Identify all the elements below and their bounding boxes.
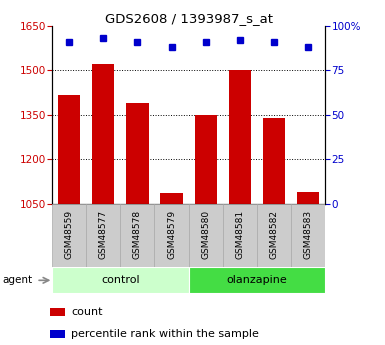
Text: count: count	[71, 307, 102, 317]
Text: GSM48580: GSM48580	[201, 210, 210, 259]
Bar	[291, 204, 325, 267]
Text: GSM48581: GSM48581	[235, 210, 244, 259]
Bar	[195, 115, 217, 204]
Bar	[223, 204, 257, 267]
Text: GSM48577: GSM48577	[99, 210, 108, 259]
Bar	[189, 267, 325, 293]
Bar	[154, 204, 189, 267]
Bar	[189, 204, 223, 267]
Text: control: control	[101, 275, 140, 285]
Bar	[263, 118, 285, 204]
Bar	[126, 103, 149, 204]
Bar	[52, 204, 86, 267]
Text: GSM48578: GSM48578	[133, 210, 142, 259]
Bar	[92, 65, 114, 204]
Bar	[161, 193, 182, 204]
Text: percentile rank within the sample: percentile rank within the sample	[71, 329, 259, 339]
Bar	[120, 204, 154, 267]
Bar	[297, 192, 319, 204]
Text: agent: agent	[2, 275, 32, 285]
Bar	[229, 70, 251, 204]
Text: olanzapine: olanzapine	[227, 275, 287, 285]
Bar	[58, 96, 80, 204]
Bar	[52, 267, 189, 293]
Bar	[86, 204, 120, 267]
Bar	[50, 329, 65, 338]
Text: GSM48582: GSM48582	[270, 210, 279, 259]
Bar	[257, 204, 291, 267]
Text: GSM48559: GSM48559	[65, 210, 74, 259]
Text: GSM48579: GSM48579	[167, 210, 176, 259]
Bar	[50, 308, 65, 316]
Text: GSM48583: GSM48583	[304, 210, 313, 259]
Text: GDS2608 / 1393987_s_at: GDS2608 / 1393987_s_at	[105, 12, 273, 25]
